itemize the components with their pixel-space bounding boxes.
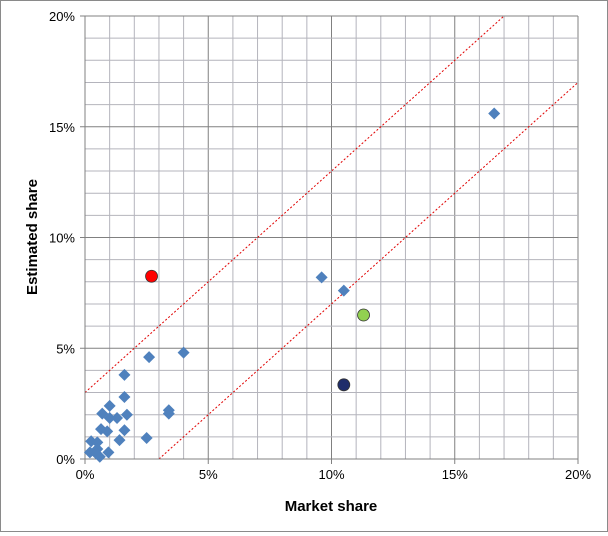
diamond-point [118, 368, 131, 381]
grid [84, 15, 579, 460]
diamond-point [177, 346, 190, 359]
x-tick-label: 10% [318, 467, 344, 482]
diamond-point [488, 107, 501, 120]
diamond-point [143, 351, 156, 364]
diamond-point [103, 399, 116, 412]
diamond-point [120, 408, 133, 421]
diamond-point [101, 425, 114, 438]
y-tick-label: 5% [56, 341, 75, 356]
circle-point [357, 308, 370, 322]
x-tick-label: 15% [442, 467, 468, 482]
diamond-point [162, 407, 175, 420]
data-points [83, 107, 501, 463]
x-tick-label: 5% [199, 467, 218, 482]
diamond-point [103, 412, 116, 425]
circle-point [145, 269, 158, 283]
axes [80, 15, 579, 464]
x-tick-label: 20% [565, 467, 591, 482]
x-axis-label: Market share [285, 498, 378, 515]
diamond-point [337, 284, 350, 297]
reference-lines [84, 15, 579, 460]
y-tick-labels: 0% 5% 10% 15% 20% [49, 9, 75, 467]
diamond-point [140, 431, 153, 444]
diamond-point [111, 412, 124, 425]
y-tick-label: 10% [49, 231, 75, 246]
y-tick-label: 20% [49, 9, 75, 24]
y-tick-label: 0% [56, 452, 75, 467]
y-axis-label: Estimated share [24, 179, 41, 295]
diamond-point [113, 434, 126, 447]
diamond-point [93, 450, 106, 463]
x-tick-labels: 0% 5% 10% 15% 20% [76, 467, 592, 482]
x-tick-label: 0% [76, 467, 95, 482]
circle-point [337, 378, 351, 392]
diamond-point [91, 436, 104, 449]
reference-line [158, 82, 579, 460]
diamond-point [315, 271, 328, 284]
y-tick-label: 15% [49, 120, 75, 135]
diamond-point [102, 446, 115, 459]
diamond-point [118, 390, 131, 403]
diamond-point [118, 424, 131, 437]
reference-line [84, 15, 505, 393]
